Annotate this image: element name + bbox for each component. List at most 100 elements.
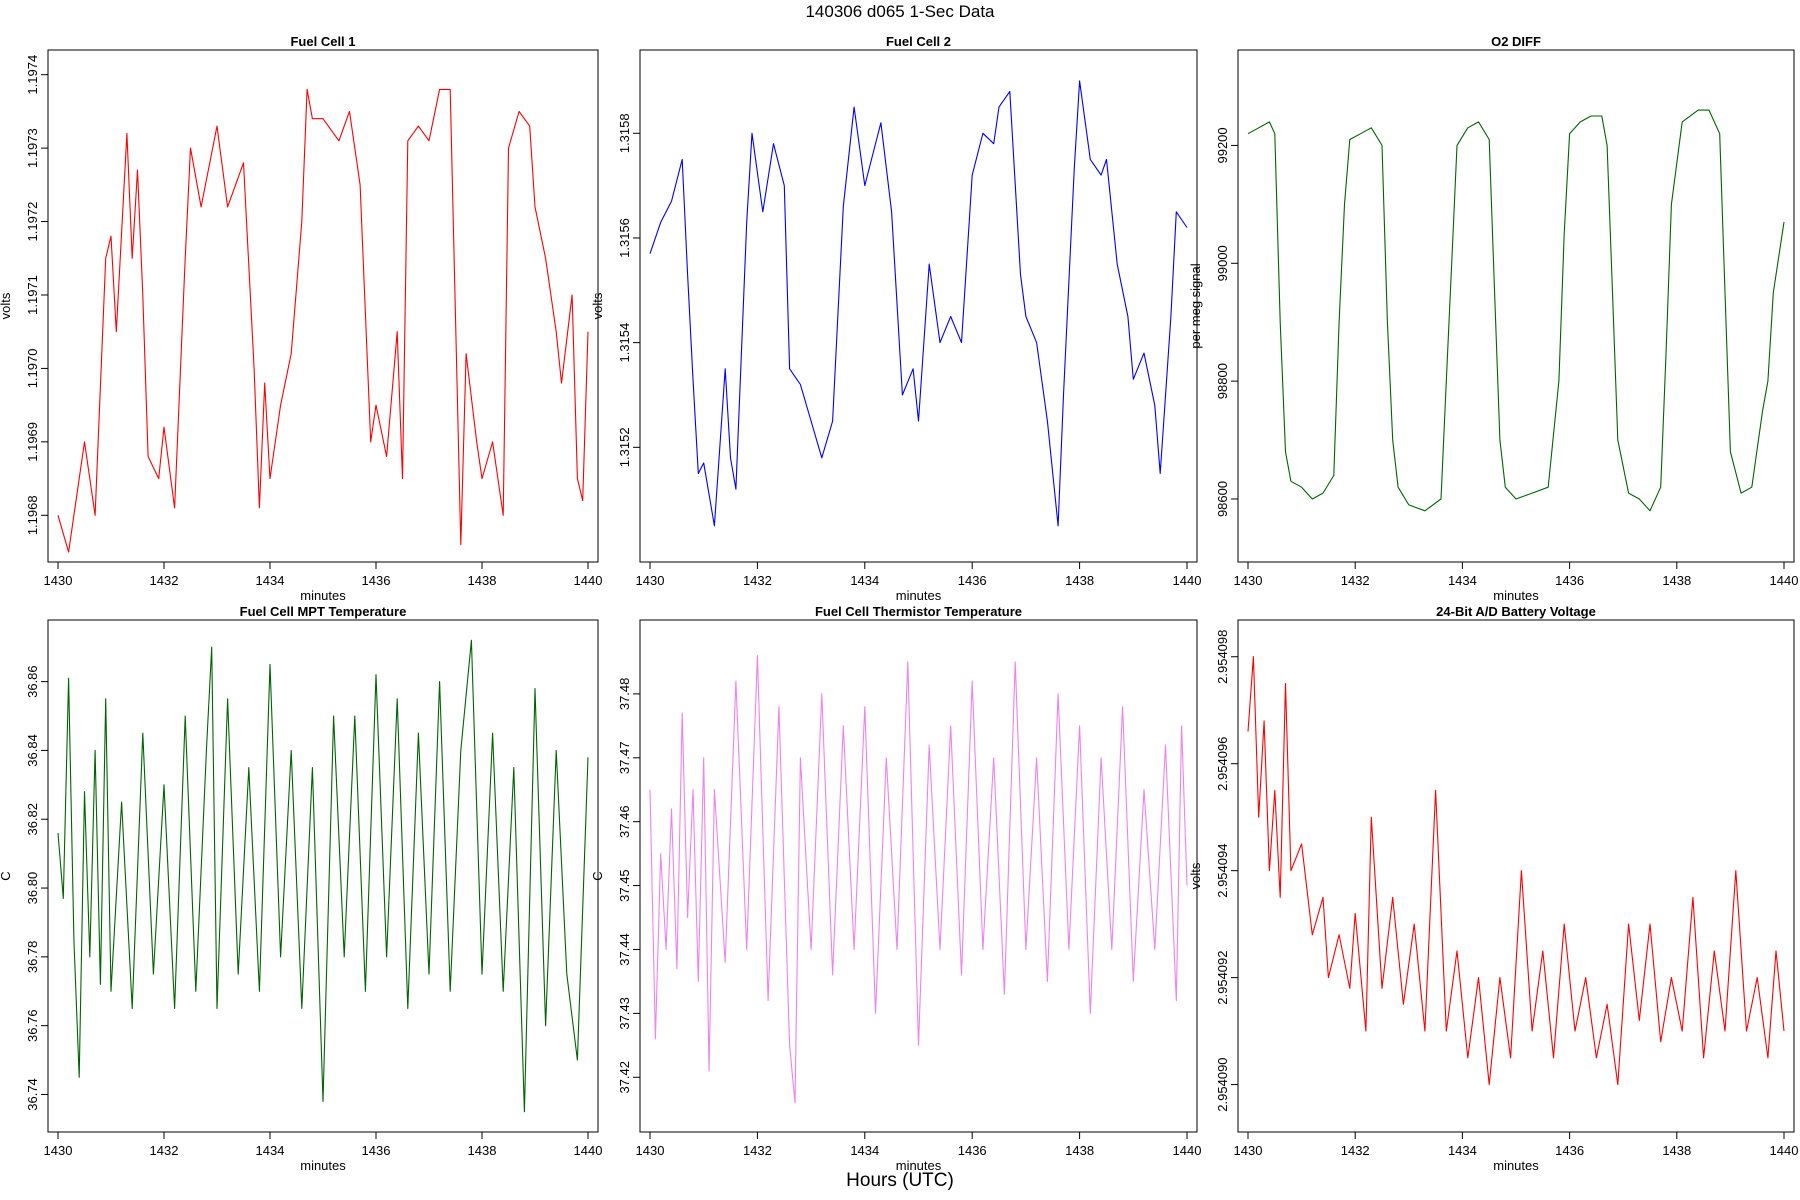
y-tick-label: 37.48 bbox=[617, 678, 632, 711]
y-tick-label: 1.1974 bbox=[25, 55, 40, 95]
x-tick-label: 1434 bbox=[1448, 573, 1477, 588]
chart-panel-o2-diff: O2 DIFF 1430 1432 1434 1436 1438 1440 minutes 98… bbox=[1188, 34, 1798, 603]
x-tick-label: 1440 bbox=[1173, 573, 1202, 588]
x-tick-label: 1434 bbox=[850, 573, 879, 588]
chart-panel-fuel-cell-2: Fuel Cell 2 1430 1432 1434 1436 1438 1440 minut… bbox=[590, 34, 1201, 603]
chart-title: Fuel Cell MPT Temperature bbox=[240, 604, 407, 619]
x-tick-label: 1432 bbox=[1341, 1143, 1370, 1158]
chart-title: Fuel Cell 1 bbox=[290, 34, 355, 49]
plot-frame bbox=[639, 49, 1198, 563]
y-tick-label: 98600 bbox=[1215, 481, 1230, 517]
y-tick-label: 37.47 bbox=[617, 742, 632, 775]
x-tick-label: 1440 bbox=[1770, 573, 1799, 588]
series-line-fuel-cell-thermistor-temperature bbox=[649, 655, 1188, 1104]
x-tick-label: 1432 bbox=[1341, 573, 1370, 588]
figure-title: 140306 d065 1-Sec Data bbox=[805, 2, 995, 21]
outer-x-axis-label: Hours (UTC) bbox=[846, 1170, 954, 1191]
y-tick-label: 2.954096 bbox=[1215, 737, 1230, 791]
y-tick-label: 1.3154 bbox=[617, 323, 632, 363]
y-tick-label: 2.954092 bbox=[1215, 950, 1230, 1004]
y-tick-label: 2.954098 bbox=[1215, 630, 1230, 684]
y-tick-label: 2.954094 bbox=[1215, 844, 1230, 898]
x-tick-label: 1430 bbox=[636, 1143, 665, 1158]
x-tick-label: 1438 bbox=[1065, 573, 1094, 588]
chart-panel-fuel-cell-mpt-temperature: Fuel Cell MPT Temperature 1430 1432 1434 143… bbox=[0, 604, 602, 1173]
y-tick-label: 36.76 bbox=[25, 1009, 40, 1042]
x-tick-label: 1430 bbox=[1234, 1143, 1263, 1158]
x-axis-label: minutes bbox=[300, 1158, 346, 1173]
plot-frame bbox=[639, 619, 1198, 1133]
x-tick-label: 1438 bbox=[468, 573, 497, 588]
y-axis-label: volts bbox=[0, 292, 13, 319]
y-tick-label: 99000 bbox=[1215, 245, 1230, 281]
y-tick-label: 37.42 bbox=[617, 1061, 632, 1094]
series-line-fuel-cell-2 bbox=[649, 80, 1188, 527]
x-tick-label: 1434 bbox=[1448, 1143, 1477, 1158]
y-tick-label: 1.1968 bbox=[25, 495, 40, 535]
chart-title: 24-Bit A/D Battery Voltage bbox=[1436, 604, 1596, 619]
chart-title: Fuel Cell Thermistor Temperature bbox=[815, 604, 1022, 619]
y-tick-label: 98800 bbox=[1215, 363, 1230, 399]
x-tick-label: 1436 bbox=[1555, 1143, 1584, 1158]
y-tick-label: 36.84 bbox=[25, 734, 40, 767]
y-tick-label: 36.78 bbox=[25, 941, 40, 974]
x-tick-label: 1440 bbox=[574, 1143, 603, 1158]
y-tick-label: 1.3152 bbox=[617, 427, 632, 467]
y-tick-label: 37.46 bbox=[617, 805, 632, 838]
x-tick-label: 1438 bbox=[1065, 1143, 1094, 1158]
y-tick-label: 1.1973 bbox=[25, 128, 40, 168]
y-tick-label: 1.1972 bbox=[25, 202, 40, 242]
x-tick-label: 1438 bbox=[468, 1143, 497, 1158]
x-tick-label: 1436 bbox=[958, 1143, 987, 1158]
y-tick-label: 37.44 bbox=[617, 933, 632, 966]
y-tick-label: 37.43 bbox=[617, 997, 632, 1030]
x-tick-label: 1432 bbox=[150, 573, 179, 588]
y-tick-label: 1.1969 bbox=[25, 422, 40, 462]
y-axis-label: volts bbox=[590, 292, 605, 319]
series-line-fuel-cell-1 bbox=[57, 88, 589, 553]
x-tick-label: 1434 bbox=[256, 1143, 285, 1158]
chart-panel-fuel-cell-thermistor-temperature: Fuel Cell Thermistor Temperature 1430 1432… bbox=[590, 604, 1201, 1173]
x-tick-label: 1438 bbox=[1662, 573, 1691, 588]
chart-panel-fuel-cell-1: Fuel Cell 1 1430 1432 1434 1436 1438 1440 minut… bbox=[0, 34, 602, 603]
plot-frame bbox=[1237, 49, 1795, 563]
y-axis-label: per meg signal bbox=[1188, 263, 1203, 348]
y-tick-label: 1.3156 bbox=[617, 218, 632, 258]
x-axis-label: minutes bbox=[1493, 588, 1539, 603]
x-tick-label: 1440 bbox=[1173, 1143, 1202, 1158]
y-axis-label: volts bbox=[1188, 862, 1203, 889]
chart-title: O2 DIFF bbox=[1491, 34, 1541, 49]
x-tick-label: 1430 bbox=[636, 573, 665, 588]
x-tick-label: 1432 bbox=[150, 1143, 179, 1158]
x-axis-label: minutes bbox=[1493, 1158, 1539, 1173]
series-line-fuel-cell-mpt-temperature bbox=[57, 639, 589, 1113]
y-tick-label: 36.86 bbox=[25, 665, 40, 698]
x-tick-label: 1438 bbox=[1662, 1143, 1691, 1158]
x-tick-label: 1432 bbox=[743, 573, 772, 588]
y-tick-label: 1.1970 bbox=[25, 349, 40, 389]
y-tick-label: 99200 bbox=[1215, 127, 1230, 163]
x-tick-label: 1430 bbox=[44, 1143, 73, 1158]
x-tick-label: 1440 bbox=[1770, 1143, 1799, 1158]
x-tick-label: 1440 bbox=[574, 573, 603, 588]
plot-frame bbox=[47, 49, 599, 563]
series-line-24-bit-a-d-battery-voltage bbox=[1247, 656, 1785, 1086]
x-tick-label: 1436 bbox=[958, 573, 987, 588]
x-axis-label: minutes bbox=[896, 1158, 942, 1173]
chart-title: Fuel Cell 2 bbox=[886, 34, 951, 49]
x-tick-label: 1436 bbox=[362, 573, 391, 588]
y-tick-label: 36.82 bbox=[25, 803, 40, 836]
x-tick-label: 1434 bbox=[850, 1143, 879, 1158]
chart-panel-24-bit-a-d-battery-voltage: 24-Bit A/D Battery Voltage 1430 1432 1434 14… bbox=[1188, 604, 1798, 1173]
plot-frame bbox=[1237, 619, 1795, 1133]
y-axis-label: C bbox=[590, 871, 605, 880]
y-axis-label: C bbox=[0, 871, 13, 880]
x-axis-label: minutes bbox=[300, 588, 346, 603]
y-tick-label: 1.3158 bbox=[617, 113, 632, 153]
x-tick-label: 1430 bbox=[1234, 573, 1263, 588]
y-tick-label: 37.45 bbox=[617, 869, 632, 902]
x-tick-label: 1432 bbox=[743, 1143, 772, 1158]
x-tick-label: 1436 bbox=[1555, 573, 1584, 588]
y-tick-label: 1.1971 bbox=[25, 275, 40, 315]
